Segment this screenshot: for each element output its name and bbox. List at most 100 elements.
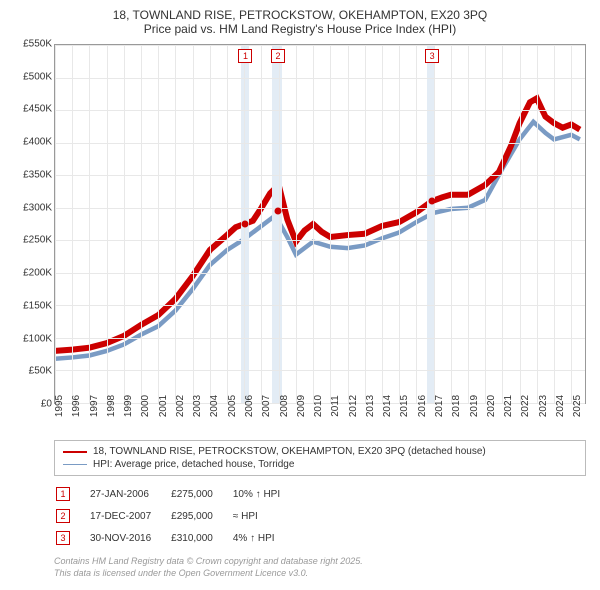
marker-date: 17-DEC-2007 [90, 506, 169, 526]
x-tick-label: 2021 [503, 395, 514, 417]
grid-line-v [279, 45, 280, 403]
marker-price: £295,000 [171, 506, 231, 526]
x-tick-label: 2019 [469, 395, 480, 417]
y-tick-label: £350K [23, 169, 52, 180]
series-price_paid [55, 98, 580, 351]
x-tick-label: 2005 [227, 395, 238, 417]
y-tick-label: £400K [23, 137, 52, 148]
x-tick-label: 2025 [572, 395, 583, 417]
grid-line-v [554, 45, 555, 403]
legend-item: HPI: Average price, detached house, Torr… [63, 458, 577, 471]
x-tick-label: 1995 [54, 395, 65, 417]
grid-line-v [55, 45, 56, 403]
grid-line-h [55, 273, 585, 274]
x-tick-label: 2008 [279, 395, 290, 417]
marker-row: 3 30-NOV-2016£310,0004% ↑ HPI [56, 528, 298, 548]
x-tick-label: 1996 [71, 395, 82, 417]
grid-line-v [175, 45, 176, 403]
marker-badge: 2 [56, 509, 70, 523]
x-tick-label: 2016 [417, 395, 428, 417]
x-tick-label: 2002 [175, 395, 186, 417]
grid-line-v [296, 45, 297, 403]
grid-line-h [55, 208, 585, 209]
chart-dot-2 [275, 207, 282, 214]
y-tick-label: £200K [23, 268, 52, 279]
plot-area: 123 [54, 44, 586, 404]
grid-line-v [502, 45, 503, 403]
grid-line-h [55, 78, 585, 79]
y-tick-label: £450K [23, 104, 52, 115]
footer: Contains HM Land Registry data © Crown c… [54, 556, 586, 579]
y-tick-label: £150K [23, 300, 52, 311]
marker-delta: ≈ HPI [233, 506, 298, 526]
x-tick-label: 2011 [330, 395, 341, 417]
grid-line-v [313, 45, 314, 403]
line-series [55, 45, 585, 403]
marker-row: 2 17-DEC-2007£295,000≈ HPI [56, 506, 298, 526]
grid-line-h [55, 45, 585, 46]
x-tick-label: 1998 [106, 395, 117, 417]
grid-line-v [399, 45, 400, 403]
title-line-2: Price paid vs. HM Land Registry's House … [14, 22, 586, 36]
grid-line-v [261, 45, 262, 403]
highlight-band [272, 45, 282, 403]
marker-price: £310,000 [171, 528, 231, 548]
x-tick-label: 2023 [538, 395, 549, 417]
grid-line-v [193, 45, 194, 403]
grid-line-h [55, 338, 585, 339]
x-tick-label: 2001 [158, 395, 169, 417]
marker-delta: 10% ↑ HPI [233, 484, 298, 504]
marker-price: £275,000 [171, 484, 231, 504]
grid-line-v [537, 45, 538, 403]
y-axis: £0£50K£100K£150K£200K£250K£300K£350K£400… [14, 44, 54, 404]
x-tick-label: 2017 [434, 395, 445, 417]
x-tick-label: 2013 [365, 395, 376, 417]
y-tick-label: £50K [29, 366, 52, 377]
x-tick-label: 1997 [89, 395, 100, 417]
y-tick-label: £250K [23, 235, 52, 246]
y-tick-label: £550K [23, 39, 52, 50]
y-tick-label: £0 [41, 399, 52, 410]
y-tick-label: £500K [23, 71, 52, 82]
x-tick-label: 2007 [261, 395, 272, 417]
grid-line-v [451, 45, 452, 403]
y-tick-label: £100K [23, 333, 52, 344]
chart-dot-3 [429, 198, 436, 205]
grid-line-v [485, 45, 486, 403]
legend-swatch [63, 451, 87, 453]
x-tick-label: 1999 [123, 395, 134, 417]
footer-line-2: This data is licensed under the Open Gov… [54, 568, 586, 580]
title-line-1: 18, TOWNLAND RISE, PETROCKSTOW, OKEHAMPT… [14, 8, 586, 22]
grid-line-h [55, 143, 585, 144]
marker-badge: 1 [56, 487, 70, 501]
chart-dot-1 [242, 221, 249, 228]
marker-date: 27-JAN-2006 [90, 484, 169, 504]
grid-line-h [55, 110, 585, 111]
marker-delta: 4% ↑ HPI [233, 528, 298, 548]
x-tick-label: 2015 [399, 395, 410, 417]
x-tick-label: 2022 [520, 395, 531, 417]
x-tick-label: 2010 [313, 395, 324, 417]
x-tick-label: 2000 [140, 395, 151, 417]
grid-line-v [348, 45, 349, 403]
grid-line-v [382, 45, 383, 403]
grid-line-h [55, 305, 585, 306]
marker-date: 30-NOV-2016 [90, 528, 169, 548]
grid-line-v [72, 45, 73, 403]
grid-line-v [520, 45, 521, 403]
x-axis: 1995199619971998199920002001200220032004… [54, 404, 586, 434]
x-tick-label: 2004 [209, 395, 220, 417]
grid-line-v [416, 45, 417, 403]
grid-line-v [571, 45, 572, 403]
grid-line-v [434, 45, 435, 403]
grid-line-h [55, 370, 585, 371]
x-tick-label: 2024 [555, 395, 566, 417]
chart-marker-3: 3 [425, 49, 439, 63]
marker-badge: 3 [56, 531, 70, 545]
marker-row: 1 27-JAN-2006£275,00010% ↑ HPI [56, 484, 298, 504]
grid-line-v [468, 45, 469, 403]
legend-label: HPI: Average price, detached house, Torr… [93, 459, 294, 470]
y-tick-label: £300K [23, 202, 52, 213]
legend-item: 18, TOWNLAND RISE, PETROCKSTOW, OKEHAMPT… [63, 445, 577, 458]
x-tick-label: 2020 [486, 395, 497, 417]
